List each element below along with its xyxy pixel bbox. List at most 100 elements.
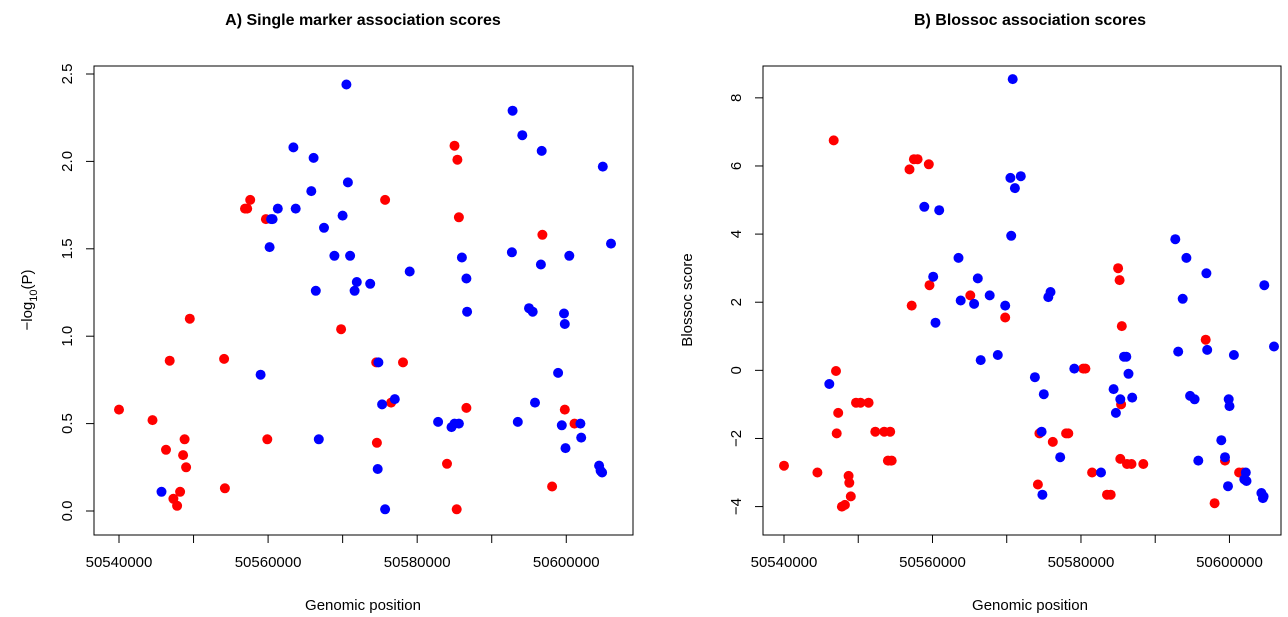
x-tick-label: 50580000: [384, 554, 451, 571]
data-point: [559, 319, 570, 329]
data-point: [179, 434, 190, 445]
data-point: [527, 306, 538, 317]
data-point: [147, 415, 158, 426]
data-point: [337, 210, 348, 221]
data-point: [172, 500, 183, 511]
data-point: [844, 477, 855, 488]
data-point: [1170, 234, 1181, 245]
data-point: [1108, 384, 1119, 395]
data-point: [1000, 300, 1011, 311]
data-point: [1224, 401, 1235, 412]
x-tick-label: 50540000: [86, 554, 153, 571]
data-point: [1259, 280, 1270, 291]
data-point: [855, 397, 866, 408]
data-point: [597, 161, 608, 172]
data-point: [380, 194, 391, 205]
data-point: [1114, 275, 1125, 286]
data-point: [1037, 489, 1048, 500]
data-point: [969, 298, 980, 309]
x-tick-label: 50560000: [235, 554, 302, 571]
data-point: [336, 324, 347, 335]
data-point: [1063, 428, 1074, 439]
data-point: [161, 444, 171, 455]
data-point: [272, 203, 283, 214]
data-point: [245, 194, 256, 205]
data-point: [1116, 321, 1127, 332]
y-tick-label: −2: [728, 430, 745, 447]
data-point: [1047, 436, 1058, 447]
data-point: [267, 214, 278, 225]
data-point: [373, 357, 384, 368]
data-point: [255, 369, 266, 380]
y-tick-label: 6: [728, 162, 745, 170]
panel-a-y-axis: 0.0 0.5 1.0 1.5 2.0 2.5: [59, 64, 94, 521]
data-point: [1087, 467, 1098, 478]
data-point: [517, 130, 528, 141]
data-point: [452, 154, 463, 165]
panel-a-title: A) Single marker association scores: [225, 12, 501, 29]
x-tick-label: 50580000: [1048, 554, 1115, 571]
data-point: [1173, 346, 1184, 357]
data-point: [597, 467, 608, 478]
data-point: [1115, 394, 1126, 405]
data-point: [313, 434, 324, 445]
data-point: [512, 416, 523, 427]
data-point: [1126, 459, 1137, 469]
panel-b-points: [779, 74, 1279, 512]
data-point: [1032, 479, 1043, 490]
data-point: [242, 203, 253, 214]
data-point: [1006, 230, 1017, 241]
data-point: [1202, 344, 1213, 355]
data-point: [404, 266, 415, 277]
data-point: [1228, 350, 1239, 360]
panel-b-title: B) Blossoc association scores: [914, 12, 1146, 29]
data-point: [824, 379, 835, 389]
data-point: [1069, 363, 1080, 374]
data-point: [380, 504, 391, 515]
panel-a-x-axis-label: Genomic position: [305, 597, 421, 614]
data-point: [1038, 389, 1049, 400]
data-point: [329, 250, 340, 261]
data-point: [828, 135, 839, 146]
x-tick-label: 50560000: [899, 554, 966, 571]
data-point: [928, 271, 939, 282]
data-point: [1241, 476, 1252, 486]
panel-b-x-axis: 50540000 50560000 50580000 50600000: [751, 535, 1263, 571]
panel-a-y-axis-label: −log10(P): [19, 269, 40, 330]
data-point: [178, 450, 189, 461]
data-point: [164, 355, 175, 366]
data-point: [975, 355, 986, 366]
data-point: [398, 357, 408, 368]
data-point: [507, 105, 518, 116]
data-point: [156, 486, 167, 497]
data-point: [290, 203, 301, 214]
data-point: [1105, 489, 1116, 500]
data-point: [559, 308, 569, 319]
data-point: [1258, 491, 1269, 502]
data-point: [372, 464, 383, 474]
data-point: [530, 397, 540, 408]
data-point: [559, 404, 570, 415]
data-point: [442, 458, 452, 469]
data-point: [1000, 312, 1011, 323]
data-point: [984, 290, 995, 301]
data-point: [288, 142, 299, 153]
data-point: [1201, 268, 1212, 279]
data-point: [1200, 334, 1211, 345]
data-point: [461, 273, 472, 284]
data-point: [306, 186, 317, 197]
data-point: [181, 462, 192, 473]
data-point: [885, 426, 896, 437]
data-point: [564, 250, 575, 261]
data-point: [308, 152, 319, 163]
data-point: [1209, 498, 1220, 509]
data-point: [341, 79, 352, 90]
data-point: [175, 486, 186, 497]
data-point: [351, 277, 362, 287]
data-point: [1269, 341, 1279, 352]
data-point: [1220, 452, 1230, 463]
data-point: [449, 140, 460, 151]
data-point: [262, 434, 273, 445]
data-point: [576, 432, 587, 443]
data-point: [934, 205, 945, 216]
